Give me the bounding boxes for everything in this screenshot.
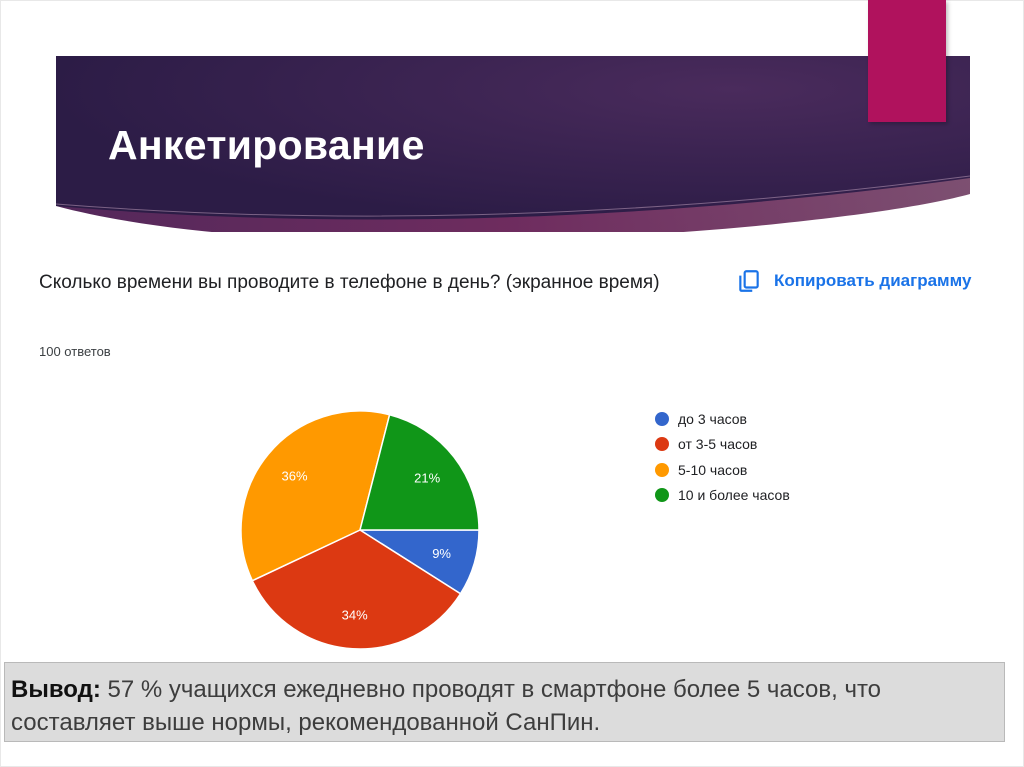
- legend-label-4: 10 и более часов: [678, 487, 790, 504]
- legend-item-2: от 3-5 часов: [655, 432, 790, 458]
- legend-swatch-1: [655, 411, 669, 426]
- legend-item-3: 5-10 часов: [655, 457, 790, 483]
- legend-swatch-4: [655, 488, 669, 503]
- chart-legend: до 3 часов от 3-5 часов 5-10 часов 10 и бол…: [655, 406, 790, 508]
- copy-chart-button[interactable]: Копировать диаграмму: [736, 266, 971, 296]
- pie-chart-svg: 9% 34% 36% 21%: [240, 410, 480, 650]
- conclusion-text: 57 % учащихся ежедневно проводят в смарт…: [11, 676, 882, 736]
- accent-tab: [868, 0, 946, 122]
- pie-label-3: 36%: [281, 468, 307, 483]
- slide-title: Анкетирование: [108, 122, 425, 168]
- legend-swatch-2: [655, 437, 669, 452]
- banner-background: [56, 56, 970, 240]
- survey-question: Сколько времени вы проводите в телефоне …: [39, 272, 660, 293]
- conclusion-label: Вывод:: [11, 676, 101, 703]
- pie-label-4: 21%: [414, 470, 440, 485]
- legend-label-1: до 3 часов: [678, 410, 747, 427]
- title-banner: Анкетирование: [56, 56, 970, 240]
- pie-label-1: 9%: [432, 546, 451, 561]
- response-count: 100 ответов: [39, 344, 111, 359]
- conclusion-box: Вывод: 57 % учащихся ежедневно проводят …: [4, 662, 1005, 742]
- copy-chart-label: Копировать диаграмму: [774, 271, 972, 290]
- pie-label-2: 34%: [342, 607, 368, 622]
- legend-label-3: 5-10 часов: [678, 461, 748, 478]
- copy-icon: [739, 270, 759, 292]
- legend-swatch-3: [655, 462, 669, 477]
- legend-item-4: 10 и более часов: [655, 483, 790, 509]
- pie-slice-3: [240, 410, 391, 582]
- pie-chart: 9% 34% 36% 21%: [230, 400, 490, 660]
- pie-slice-2: [251, 529, 462, 650]
- legend-item-1: до 3 часов: [655, 406, 790, 432]
- pie-slice-4: [359, 413, 480, 531]
- legend-label-2: от 3-5 часов: [678, 436, 758, 453]
